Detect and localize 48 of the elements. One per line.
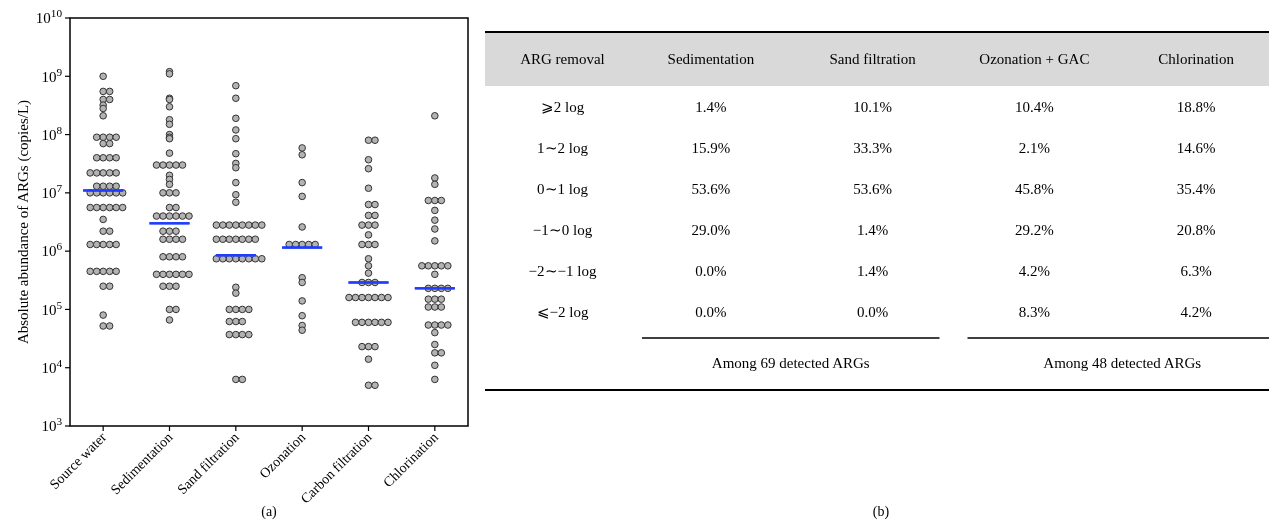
text: Among 48 detected ARGs (1043, 355, 1202, 372)
y-tick-label: 10$^{8}$ (41, 123, 63, 143)
category-label: Ozonation + GAC (979, 51, 1090, 68)
text: 4.2% (1018, 262, 1050, 279)
text: 45.8% (1015, 180, 1054, 197)
text: 10.1% (853, 98, 892, 115)
text: ARG removal (520, 51, 605, 68)
text: 2.1% (1018, 139, 1050, 156)
text: 1.4% (857, 262, 889, 279)
category-label: 0∼1 log (537, 180, 588, 197)
text: 0.0% (857, 303, 889, 320)
text: 29.0% (691, 221, 731, 238)
y-tick-label: 10$^{9}$ (41, 65, 63, 85)
text: 8.3% (1018, 303, 1050, 320)
y-tick-label: 10$^{10}$ (35, 7, 63, 27)
text: 35.4% (1176, 180, 1216, 197)
text: 33.3% (853, 139, 892, 156)
text: 10.4% (1015, 98, 1054, 115)
category-label: ⩽−2 log (536, 303, 589, 320)
y-tick-label: 10$^{6}$ (41, 240, 63, 260)
category-label: Sand filtration (829, 51, 917, 68)
text: 0.0% (695, 303, 727, 320)
text: 29.2% (1015, 221, 1054, 238)
category-label: Sedimentation (667, 51, 755, 68)
text: 6.3% (1180, 262, 1212, 279)
y-tick-label: 10$^{4}$ (41, 356, 63, 376)
text: Among 69 detected ARGs (711, 355, 870, 372)
text: (b) (872, 504, 890, 520)
y-tick-label: 10$^{3}$ (41, 415, 63, 435)
text: 1.4% (857, 221, 889, 238)
category-label: −2∼−1 log (528, 262, 597, 279)
y-tick-label: 10$^{7}$ (41, 182, 63, 202)
y-axis-title: Absolute abundance of ARGs (copies/L) (15, 99, 32, 345)
category-label: Chlorination (1158, 51, 1235, 68)
y-tick-label: 10$^{5}$ (41, 298, 63, 318)
category-label: ⩾2 log (540, 98, 585, 115)
category-label: 1∼2 log (537, 139, 588, 156)
text: 0.0% (695, 262, 727, 279)
text: 14.6% (1176, 139, 1216, 156)
text: 4.2% (1180, 303, 1212, 320)
text: 20.8% (1176, 221, 1216, 238)
text: 15.9% (691, 139, 731, 156)
category-label: −1∼0 log (532, 221, 593, 238)
text: 1.4% (695, 98, 727, 115)
text: 18.8% (1176, 98, 1216, 115)
text: 53.6% (691, 180, 731, 197)
text: (a) (261, 504, 278, 520)
text: 53.6% (853, 180, 892, 197)
